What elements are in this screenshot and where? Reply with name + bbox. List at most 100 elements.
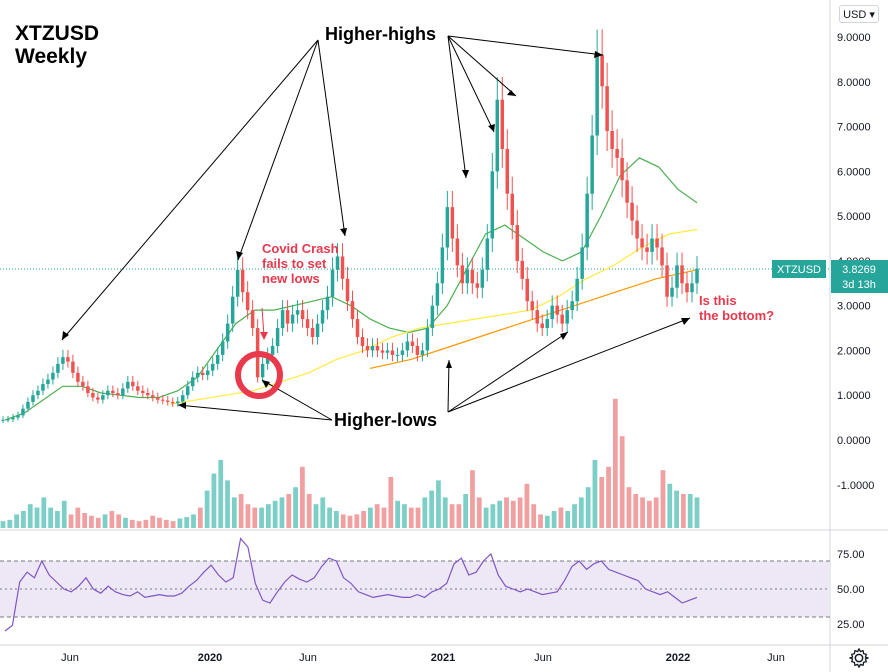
- candle-body: [71, 361, 75, 373]
- rsi-tick-label: 75.00: [837, 549, 865, 561]
- candle-body: [540, 323, 544, 329]
- price-tick-label: 0.0000: [837, 435, 871, 447]
- volume-bar: [272, 500, 278, 528]
- candle-body: [580, 247, 584, 279]
- candle-body: [151, 395, 155, 398]
- volume-bar: [252, 507, 258, 528]
- candle-body: [610, 131, 614, 149]
- candle-body: [260, 363, 265, 378]
- volume-bar: [129, 519, 135, 528]
- volume-bar: [163, 519, 169, 528]
- candle-body: [695, 268, 699, 284]
- candle-body: [515, 225, 520, 261]
- candle-body: [530, 301, 534, 311]
- candle-body: [625, 180, 629, 203]
- candle-body: [11, 417, 15, 420]
- volume-bar: [476, 497, 482, 528]
- volume-bar: [7, 519, 13, 528]
- volume-bar: [361, 511, 366, 528]
- volume-bars: [0, 398, 700, 528]
- time-tick-label: 2020: [198, 652, 222, 664]
- candle-body: [280, 310, 285, 329]
- candle-body: [171, 401, 175, 404]
- volume-bar: [497, 500, 503, 528]
- candle-body: [600, 54, 604, 87]
- volume-bar: [313, 504, 319, 528]
- candle-body: [655, 238, 659, 248]
- volume-bar: [34, 507, 40, 528]
- candle-body: [465, 269, 470, 284]
- candle-body: [410, 341, 415, 346]
- candle-body: [101, 395, 105, 400]
- candle-body: [360, 337, 365, 346]
- candle-body: [565, 310, 569, 324]
- candle-body: [300, 310, 305, 320]
- candle-body: [230, 296, 235, 324]
- candle-body: [270, 345, 275, 355]
- volume-bar: [640, 497, 645, 528]
- volume-bar: [402, 504, 407, 528]
- volume-bar: [204, 490, 210, 528]
- time-tick-label: Jun: [299, 652, 317, 664]
- candle-body: [390, 350, 395, 355]
- candle-body: [81, 381, 85, 387]
- volume-bar: [599, 477, 605, 528]
- volume-bar: [456, 504, 462, 528]
- candle-body: [205, 370, 210, 376]
- candle-body: [36, 390, 40, 396]
- candle-body: [505, 148, 510, 194]
- candle-body: [91, 392, 95, 398]
- volume-bar: [626, 487, 632, 528]
- volume-bar: [442, 497, 448, 528]
- candle-body: [370, 345, 375, 351]
- candle-body: [470, 269, 475, 284]
- candle-body: [690, 283, 694, 293]
- candle-body: [585, 193, 589, 248]
- volume-bar: [408, 507, 414, 528]
- volume-bar: [334, 511, 339, 528]
- candle-body: [121, 388, 125, 396]
- volume-bar: [320, 497, 326, 528]
- candle-body: [310, 328, 315, 338]
- price-tag-symbol: XTZUSD: [777, 264, 821, 276]
- volume-bar: [544, 515, 550, 528]
- volume-bar: [347, 515, 353, 528]
- covid-annotation-line3: new lows: [262, 271, 320, 286]
- gear-icon[interactable]: [848, 647, 870, 669]
- price-tick-label: 1.0000: [837, 390, 871, 402]
- candle-body: [96, 397, 100, 400]
- candle-body: [495, 99, 500, 172]
- candle-body: [86, 386, 90, 393]
- volume-bar: [592, 460, 598, 528]
- moving-averages: [4, 157, 698, 421]
- ma-line: [4, 157, 698, 421]
- volume-bar: [388, 477, 394, 528]
- volume-bar: [551, 511, 557, 528]
- volume-bar: [374, 504, 380, 528]
- volume-bar: [27, 504, 33, 528]
- candle-body: [320, 310, 325, 324]
- candle-body: [595, 54, 599, 136]
- candle-body: [235, 269, 240, 297]
- candle-body: [500, 99, 505, 149]
- volume-bar: [191, 514, 196, 528]
- candle-body: [136, 386, 140, 391]
- volume-bar: [68, 514, 74, 528]
- candle-body: [46, 379, 50, 385]
- volume-bar: [681, 494, 686, 528]
- candle-body: [61, 357, 65, 364]
- candle-body: [295, 310, 300, 315]
- candle-body: [365, 345, 370, 351]
- covid-annotation-line1: Covid Crash: [262, 241, 339, 256]
- candle-body: [195, 372, 200, 378]
- candle-body: [620, 157, 624, 181]
- volume-bar: [150, 515, 156, 528]
- candle-body: [575, 278, 579, 302]
- price-tick-label: 9.0000: [837, 32, 871, 44]
- rsi-line: [4, 537, 698, 632]
- currency-dropdown-button[interactable]: USD ▾: [839, 5, 879, 23]
- price-tick-label: 7.0000: [837, 122, 871, 134]
- candle-body: [31, 395, 35, 402]
- volume-bar: [504, 497, 509, 528]
